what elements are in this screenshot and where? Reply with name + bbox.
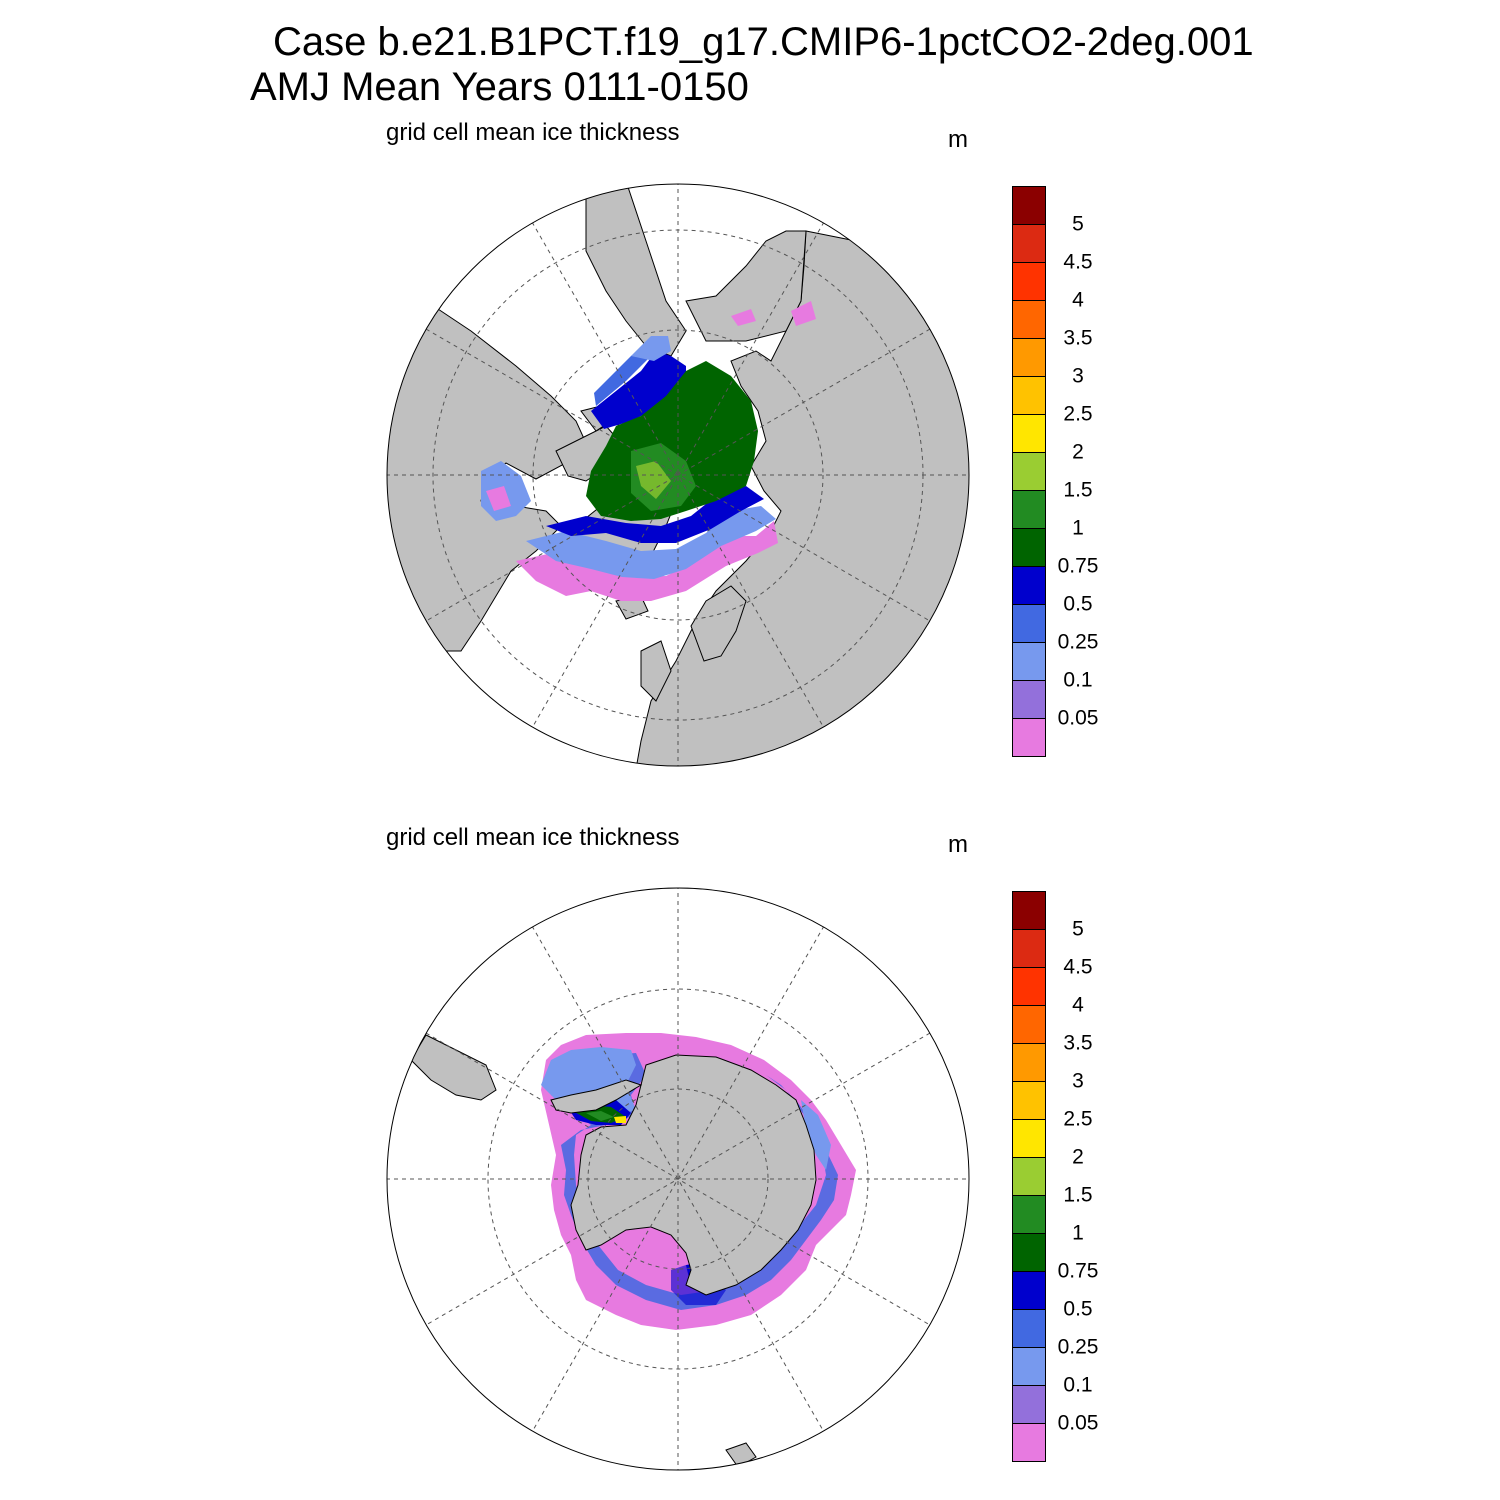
colorbar-box [1013,225,1045,263]
south-colorbar [1012,891,1046,1462]
colorbar-box [1013,1006,1045,1044]
colorbar-box [1013,1158,1045,1196]
colorbar-box [1013,1424,1045,1461]
colorbar-box [1013,263,1045,301]
north-colorbar-labels: 5 4.5 4 3.5 3 2.5 2 1.5 1 0.75 0.5 0.25 … [1043,186,1113,757]
north-panel-subtitle: grid cell mean ice thickness [386,119,680,146]
south-polar-map [386,887,970,1471]
colorbar-box [1013,301,1045,339]
north-graticule [387,184,969,766]
colorbar-label: 4 [1072,288,1084,312]
south-colorbar-labels: 5 4.5 4 3.5 3 2.5 2 1.5 1 0.75 0.5 0.25 … [1043,891,1113,1462]
south-panel-units: m [948,831,968,858]
colorbar-label: 0.5 [1063,592,1093,616]
colorbar-box [1013,567,1045,605]
colorbar-box [1013,1272,1045,1310]
colorbar-label: 0.75 [1057,554,1099,578]
colorbar-label: 2 [1072,440,1084,464]
north-polar-map [386,183,970,767]
colorbar-label: 1 [1072,1221,1084,1245]
south-panel-subtitle: grid cell mean ice thickness [386,824,680,851]
colorbar-box [1013,681,1045,719]
colorbar-box [1013,377,1045,415]
south-graticule [387,888,969,1470]
colorbar-box [1013,187,1045,225]
colorbar-box [1013,1348,1045,1386]
colorbar-box [1013,892,1045,930]
colorbar-label: 0.5 [1063,1297,1093,1321]
colorbar-label: 0.1 [1063,668,1093,692]
colorbar-label: 5 [1072,212,1084,236]
antarctic-peninsula [550,1079,643,1114]
colorbar-label: 2 [1072,1145,1084,1169]
colorbar-label: 2.5 [1063,1107,1093,1131]
colorbar-box [1013,339,1045,377]
colorbar-label: 0.75 [1057,1259,1099,1283]
colorbar-label: 5 [1072,917,1084,941]
colorbar-label: 3 [1072,364,1084,388]
colorbar-label: 4.5 [1063,955,1093,979]
colorbar-box [1013,605,1045,643]
colorbar-box [1013,1386,1045,1424]
colorbar-box [1013,643,1045,681]
colorbar-label: 1.5 [1063,478,1093,502]
south-america [410,1034,497,1101]
figure-title-period: AMJ Mean Years 0111-0150 [250,65,749,109]
colorbar-box [1013,1310,1045,1348]
colorbar-label: 3.5 [1063,1031,1093,1055]
colorbar-box [1013,1120,1045,1158]
north-map-border [386,183,970,767]
colorbar-box [1013,1196,1045,1234]
colorbar-label: 1 [1072,516,1084,540]
colorbar-box [1013,1082,1045,1120]
colorbar-label: 0.25 [1057,630,1099,654]
north-sea-ice [481,301,816,601]
figure-title-case: Case b.e21.B1PCT.f19_g17.CMIP6-1pctCO2-2… [273,20,1254,64]
colorbar-box [1013,1234,1045,1272]
colorbar-label: 1.5 [1063,1183,1093,1207]
colorbar-label: 0.25 [1057,1335,1099,1359]
colorbar-box [1013,529,1045,567]
colorbar-label: 0.05 [1057,706,1099,730]
colorbar-box [1013,453,1045,491]
colorbar-label: 3 [1072,1069,1084,1093]
colorbar-label: 4.5 [1063,250,1093,274]
colorbar-box [1013,719,1045,756]
colorbar-label: 0.05 [1057,1411,1099,1435]
south-map-border [386,887,970,1471]
colorbar-label: 3.5 [1063,326,1093,350]
north-panel-units: m [948,126,968,153]
colorbar-label: 2.5 [1063,402,1093,426]
colorbar-box [1013,930,1045,968]
colorbar-box [1013,415,1045,453]
colorbar-label: 4 [1072,993,1084,1017]
antarctica [570,1054,817,1296]
colorbar-box [1013,1044,1045,1082]
colorbar-box [1013,491,1045,529]
colorbar-label: 0.1 [1063,1373,1093,1397]
colorbar-box [1013,968,1045,1006]
north-colorbar [1012,186,1046,757]
